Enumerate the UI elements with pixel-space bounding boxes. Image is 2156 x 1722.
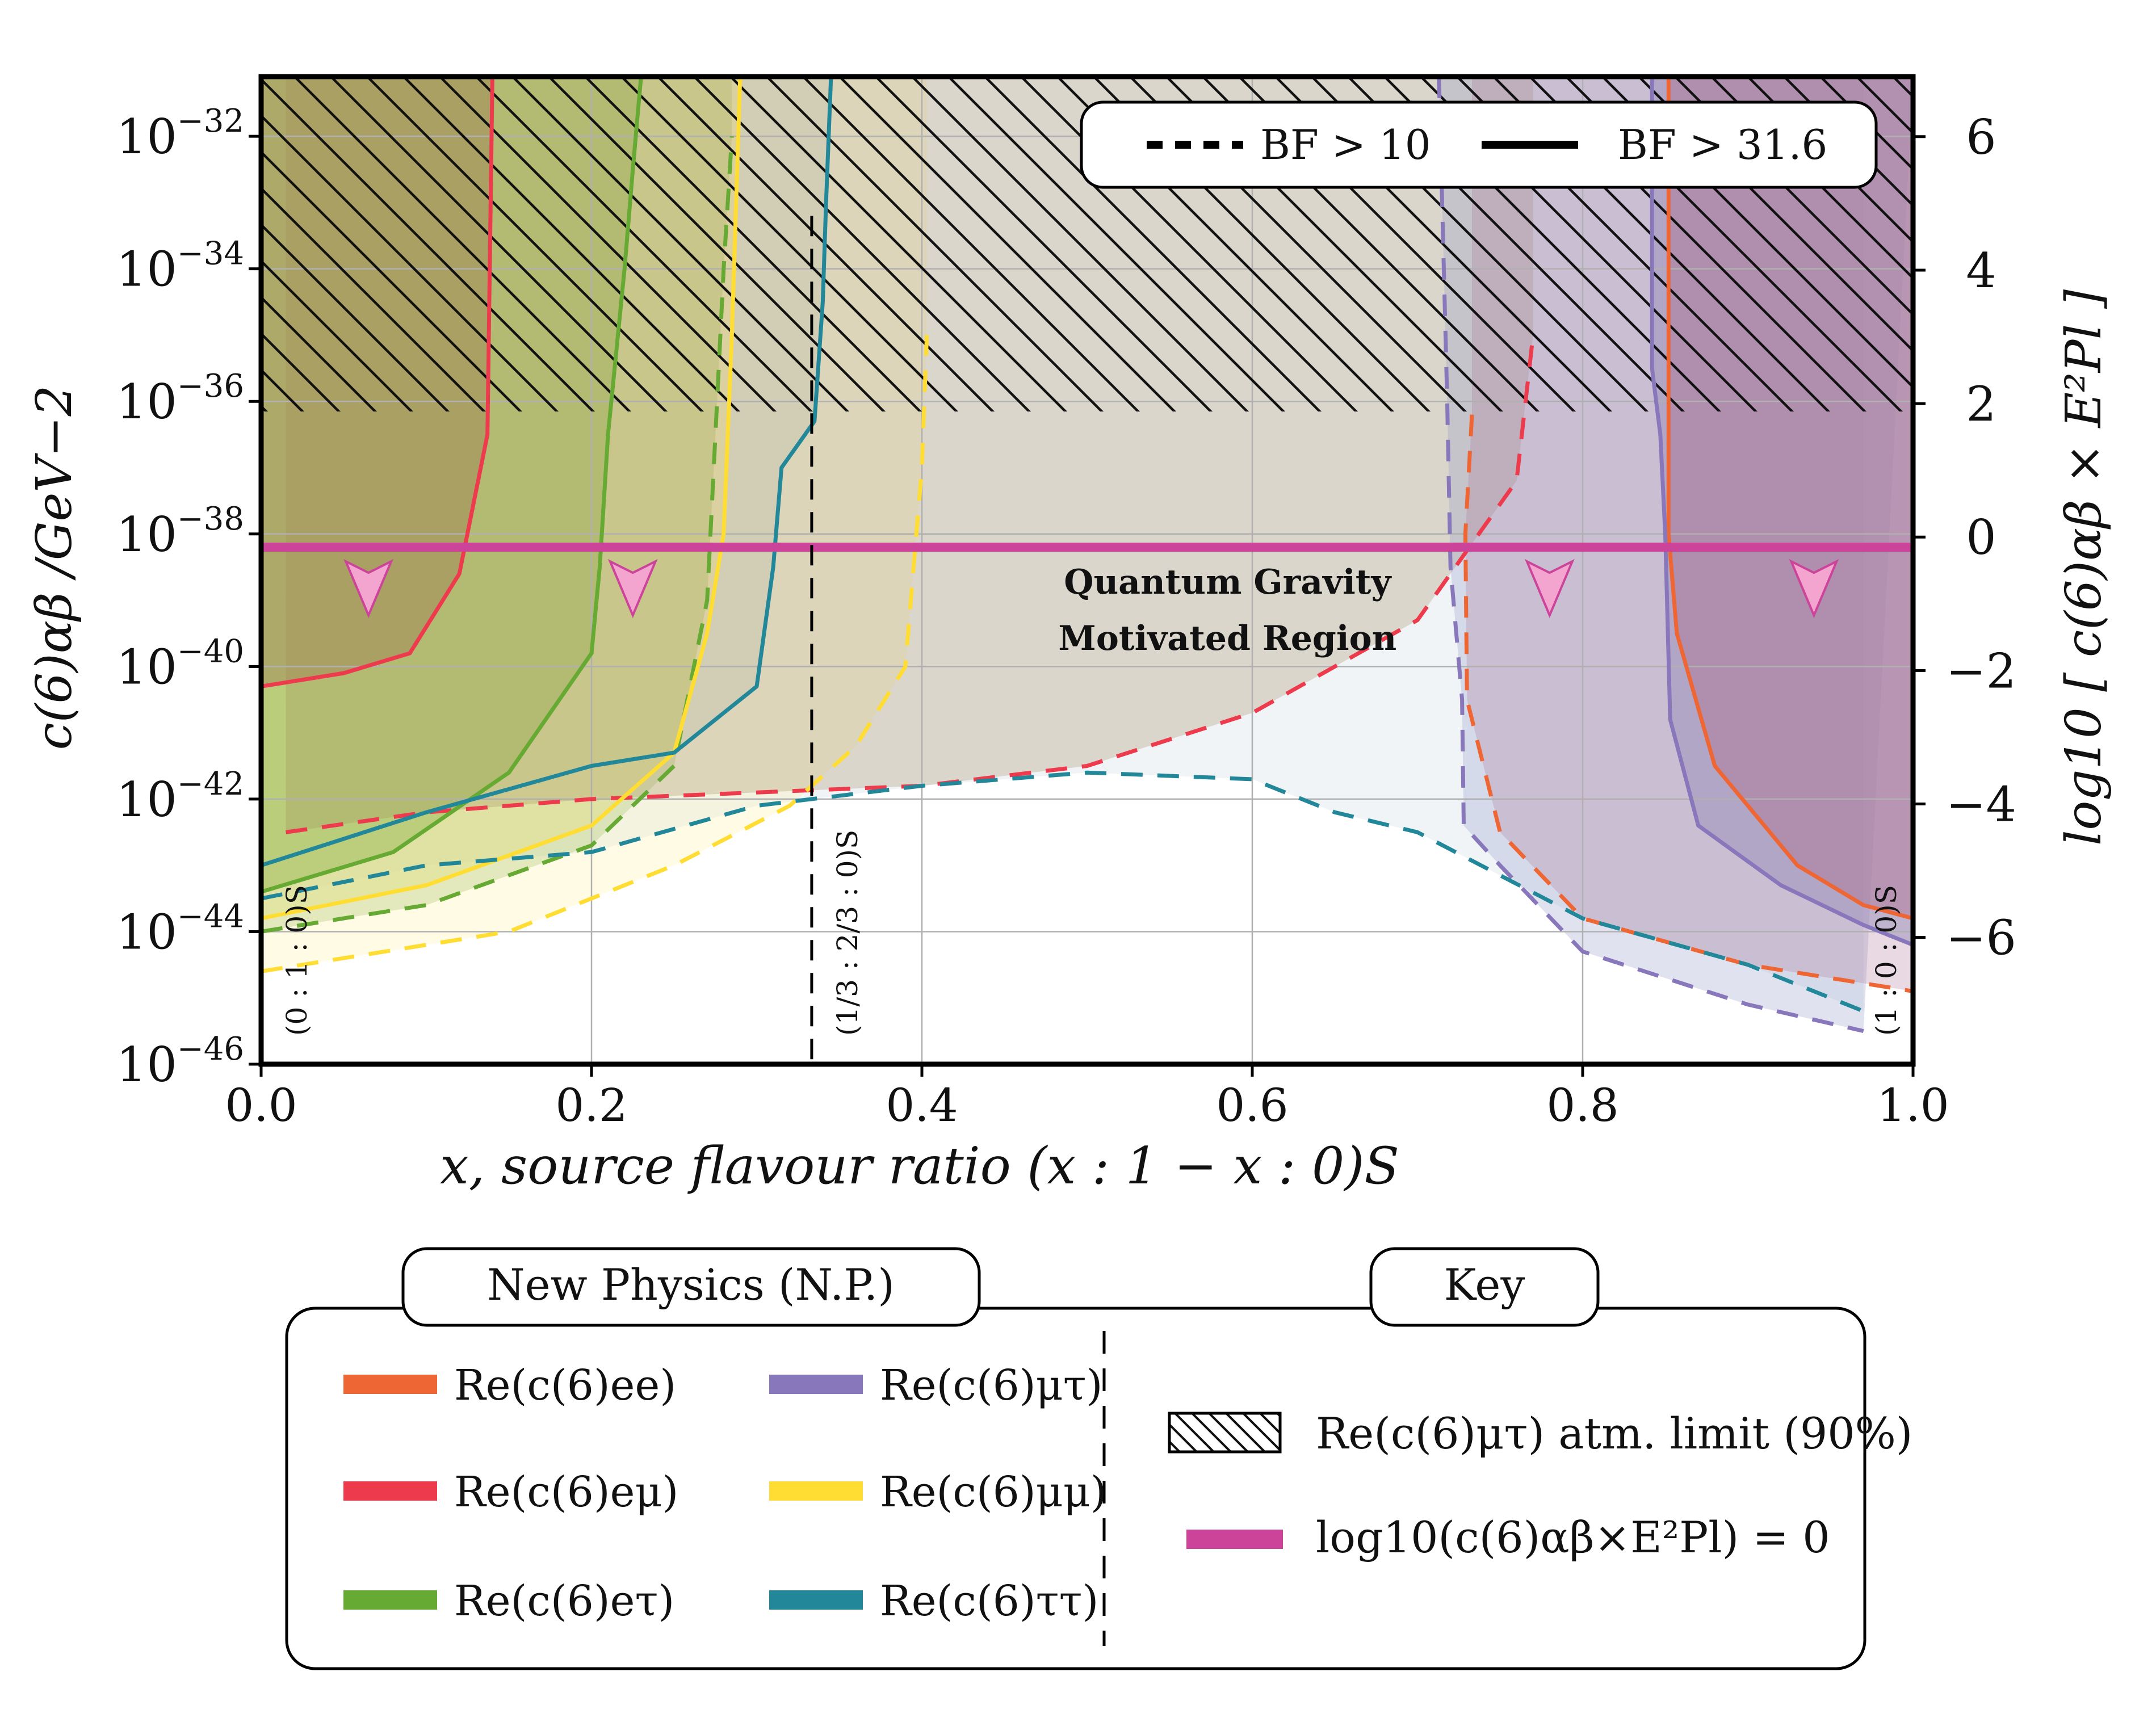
legend-frame (285, 1307, 1866, 1670)
vline-label-2: (1 : 0 : 0)S (1870, 885, 1903, 1036)
bf-legend-box (1080, 100, 1878, 189)
axes: 0.0 0.2 0.4 0.6 0.8 1.0 10−32 10−34 10−36 10−38 10… (116, 103, 2016, 1132)
yr-tick-label-1: 4 (1966, 243, 1996, 299)
np-title: New Physics (N.P.) (487, 1259, 895, 1310)
qg-swatch (1186, 1530, 1283, 1549)
key-title: Key (1444, 1259, 1525, 1310)
atm-limit-label: Re(c(6)μτ) atm. limit (90%) (1316, 1408, 1912, 1459)
dashed-line-6 (261, 770, 1865, 1013)
x-tick-label-1: 0.2 (555, 1079, 627, 1132)
yr-tick-label-2: 2 (1966, 376, 1996, 432)
atm-limit-swatch (1168, 1412, 1282, 1454)
np-swatch-3 (769, 1375, 863, 1394)
solid-line-6 (261, 77, 833, 868)
x-axis-label: x, source flavour ratio (x : 1 − x : 0)S (440, 1136, 1399, 1196)
legend-panel: New Physics (N.P.) Key Re(c(6)ee) Re(c(6)… (285, 1247, 1912, 1670)
y-tick-label-7: 10−46 (116, 1031, 244, 1093)
key-title-box (1369, 1247, 1600, 1327)
y-tick-label-6: 10−44 (116, 898, 244, 960)
np-label-4: Re(c(6)μμ) (880, 1468, 1107, 1517)
np-swatch-0 (343, 1375, 437, 1394)
np-swatch-2 (343, 1590, 437, 1610)
dashed-line-4 (1437, 77, 1864, 1034)
qg-arrow-0 (343, 558, 394, 619)
y-tick-label-3: 10−38 (116, 501, 244, 562)
qg-key-label: log10(c(6)αβ×E²Pl) = 0 (1316, 1512, 1830, 1563)
np-label-0: Re(c(6)ee) (454, 1361, 676, 1410)
bound-lines (261, 77, 1913, 1034)
plot-area: Quantum Gravity Motivated Region (0 : 1 :… (261, 77, 1913, 1064)
yr-tick-label-5: −4 (1946, 776, 2016, 832)
qg-label-line1: Quantum Gravity (1064, 562, 1392, 602)
qg-arrow-2 (1524, 558, 1575, 619)
y-axis-label-right: log10 [ c(6)αβ × E²Pl ] (2056, 289, 2112, 846)
np-swatch-5 (769, 1590, 863, 1610)
yr-tick-label-4: −2 (1946, 643, 2016, 699)
np-swatch-4 (769, 1481, 863, 1501)
x-tick-label-4: 0.8 (1546, 1079, 1618, 1132)
np-label-1: Re(c(6)eμ) (454, 1468, 678, 1517)
qg-region: Quantum Gravity Motivated Region (261, 543, 1913, 658)
y-tick-label-4: 10−40 (116, 633, 244, 695)
source-ratio-lines: (0 : 1 : 0)S (1/3 : 2/3 : 0)S (1 : 0 : 0)S (280, 216, 1903, 1064)
np-label-5: Re(c(6)ττ) (880, 1577, 1098, 1626)
qg-arrow-1 (607, 558, 658, 619)
x-tick-label-5: 1.0 (1877, 1079, 1949, 1132)
solid-line-1 (1666, 77, 1913, 921)
y-tick-label-5: 10−42 (116, 766, 244, 828)
yr-tick-label-0: 6 (1966, 110, 1996, 165)
y-tick-label-1: 10−34 (116, 236, 244, 297)
np-label-3: Re(c(6)μτ) (880, 1361, 1103, 1410)
vline-label-0: (0 : 1 : 0)S (280, 885, 313, 1036)
qg-arrow-3 (1789, 558, 1839, 619)
dashed-line-3 (261, 136, 734, 934)
bf316-label: BF > 31.6 (1618, 121, 1827, 169)
dashed-line-1 (1463, 414, 1913, 993)
bf10-label: BF > 10 (1260, 121, 1431, 169)
y-axis-label-left: c(6)αβ /GeV−2 (26, 385, 83, 750)
bf-legend: BF > 10 BF > 31.6 (1080, 100, 1878, 189)
y-tick-label-2: 10−36 (116, 368, 244, 430)
np-label-2: Re(c(6)eτ) (454, 1577, 674, 1626)
yr-tick-label-6: −6 (1946, 910, 2016, 966)
solid-line-5 (261, 77, 743, 921)
x-tick-label-0: 0.0 (225, 1079, 297, 1132)
y-tick-label-0: 10−32 (116, 103, 244, 165)
solid-line-3 (261, 77, 643, 894)
yr-tick-label-3: 0 (1966, 510, 1996, 565)
vline-label-1: (1/3 : 2/3 : 0)S (831, 830, 864, 1036)
x-tick-label-3: 0.6 (1216, 1079, 1288, 1132)
solid-line-4 (1650, 77, 1913, 947)
x-tick-label-2: 0.4 (886, 1079, 958, 1132)
np-title-box (401, 1247, 981, 1327)
np-items: Re(c(6)ee) Re(c(6)μτ) Re(c(6)eμ) Re(c(6)μμ)… (343, 1361, 1107, 1626)
plot-frame (258, 74, 1916, 1067)
solid-line-2 (261, 77, 494, 688)
qg-label-line2: Motivated Region (1058, 619, 1396, 658)
np-swatch-1 (343, 1481, 437, 1501)
